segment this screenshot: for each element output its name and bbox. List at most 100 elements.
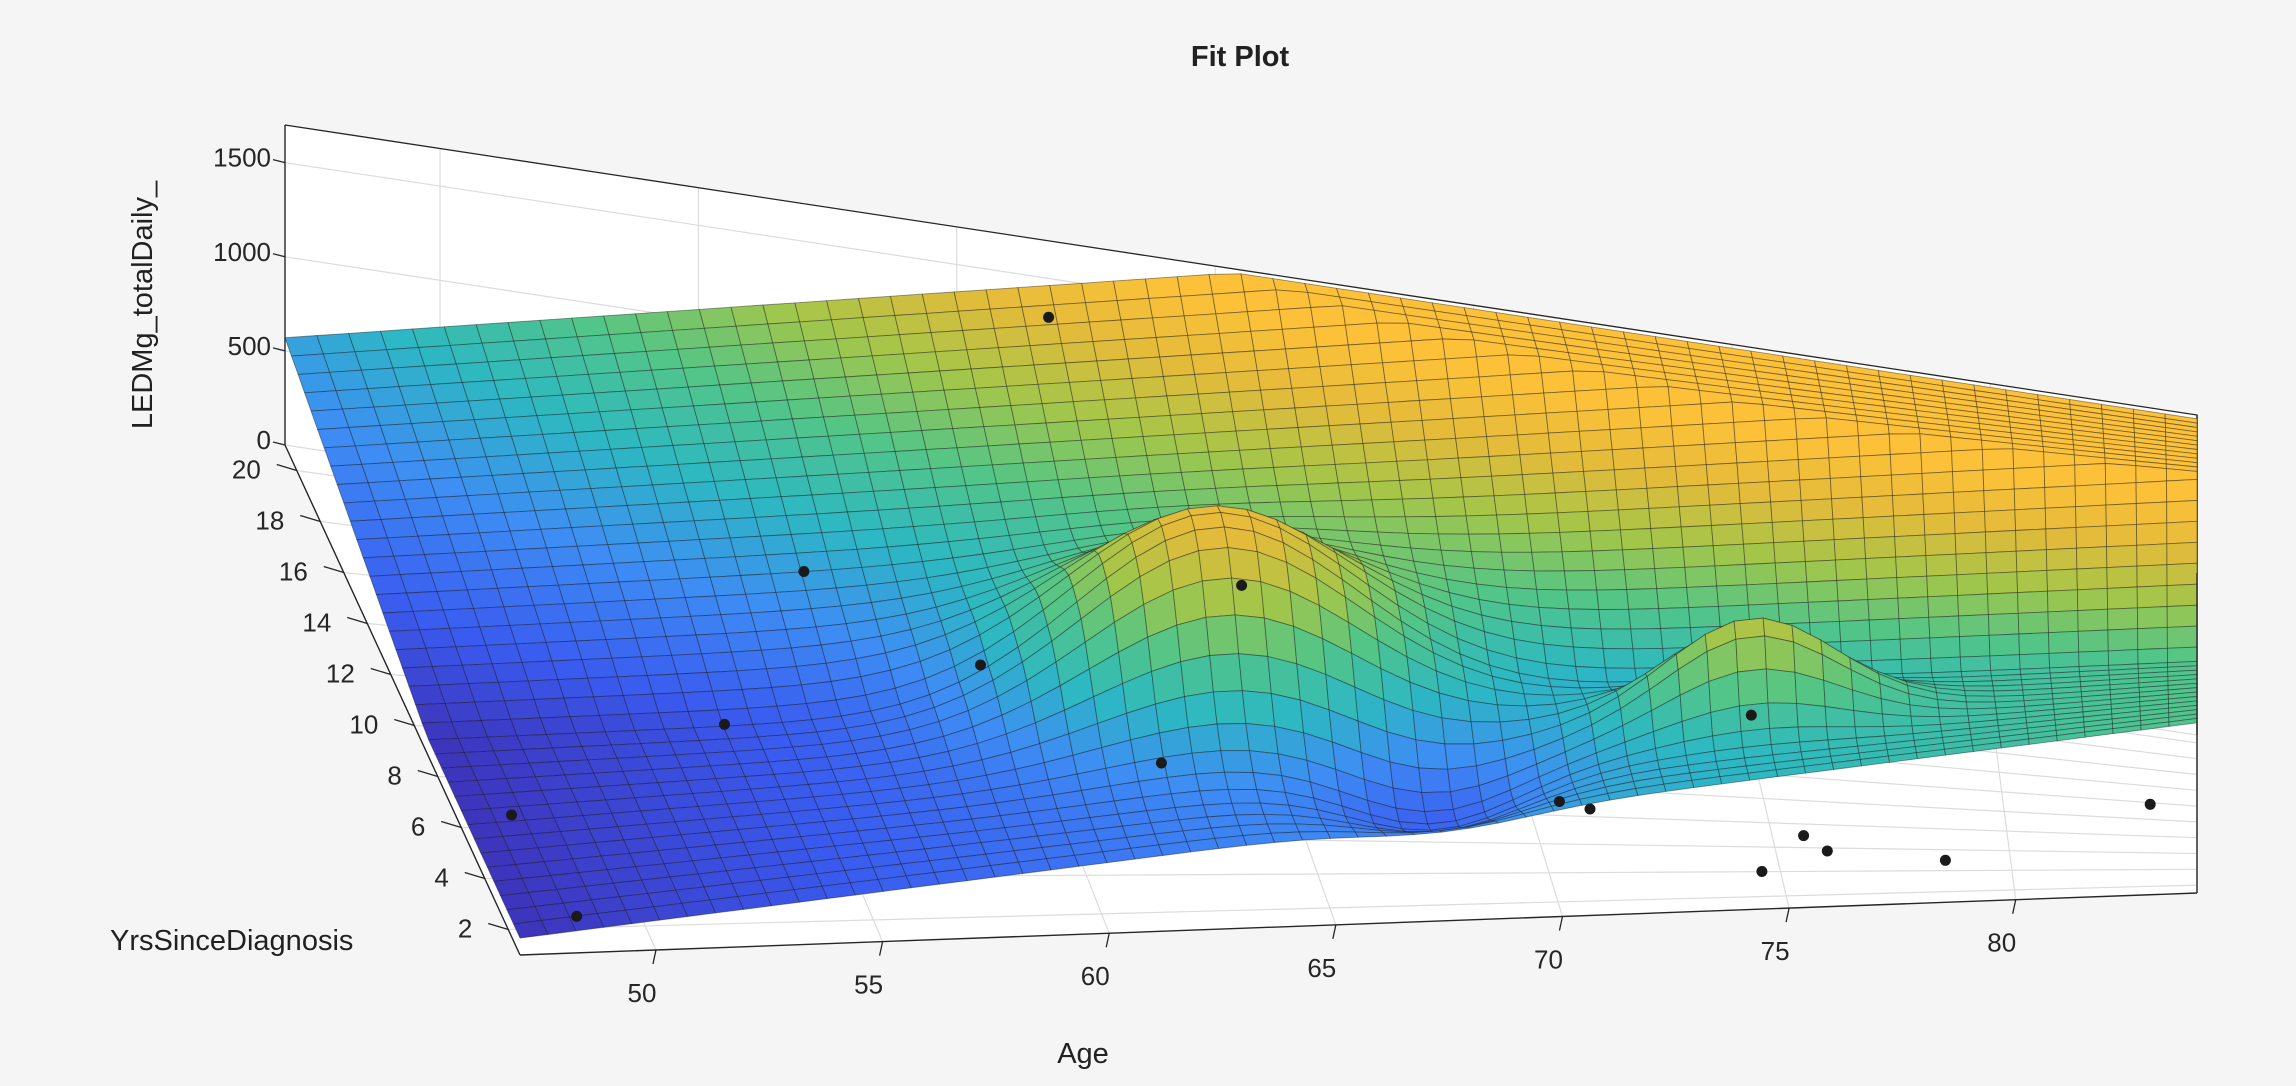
- surface-patch: [926, 310, 964, 334]
- surface-patch: [1736, 460, 1770, 484]
- surface-patch: [2046, 568, 2078, 592]
- surface-patch: [837, 471, 874, 494]
- surface-patch: [1184, 691, 1218, 728]
- surface-patch: [1928, 615, 1960, 639]
- surface-patch: [970, 366, 1008, 389]
- surface-patch: [930, 330, 968, 353]
- surface-patch: [641, 654, 678, 676]
- surface-patch: [996, 481, 1032, 503]
- surface-patch: [1195, 771, 1229, 792]
- y-tick: [464, 871, 485, 880]
- surface-patch: [873, 489, 910, 511]
- surface-patch: [703, 325, 742, 348]
- surface-patch: [1104, 397, 1140, 420]
- surface-patch: [1481, 394, 1516, 418]
- surface-patch: [816, 511, 853, 534]
- surface-patch: [2018, 632, 2050, 656]
- surface-patch: [1190, 352, 1227, 375]
- surface-patch: [1797, 457, 1831, 481]
- surface-patch: [1382, 360, 1418, 384]
- surface-patch: [1704, 442, 1738, 466]
- surface-patch: [1468, 533, 1503, 553]
- surface-patch: [1205, 614, 1240, 656]
- surface-patch: [1328, 423, 1364, 446]
- surface-patch: [1528, 531, 1563, 553]
- surface-patch: [965, 483, 1002, 505]
- surface-patch: [962, 327, 999, 351]
- surface-patch: [2166, 541, 2198, 566]
- surface-patch: [1002, 364, 1039, 387]
- x-tick-label: 80: [1987, 928, 2016, 958]
- surface-patch: [1018, 441, 1055, 464]
- surface-patch: [1310, 305, 1346, 328]
- surface-patch: [2075, 525, 2108, 549]
- surface-patch: [1677, 484, 1711, 508]
- surface-patch: [1956, 572, 1989, 596]
- surface-patch: [1984, 509, 2017, 533]
- surface-patch: [1716, 584, 1749, 607]
- surface-patch: [1951, 448, 1984, 473]
- surface-patch: [943, 387, 981, 410]
- surface-patch: [628, 712, 665, 731]
- surface-patch: [605, 637, 643, 659]
- surface-patch: [1460, 475, 1495, 498]
- surface-patch: [1476, 354, 1511, 378]
- surface-patch: [1737, 668, 1769, 707]
- surface-patch: [1444, 356, 1480, 380]
- surface-patch: [547, 450, 586, 473]
- surface-patch: [1353, 382, 1389, 405]
- surface-patch: [1989, 654, 2021, 671]
- surface-patch: [1225, 370, 1262, 393]
- surface-patch: [418, 344, 457, 367]
- surface-patch: [1253, 348, 1290, 372]
- surface-patch: [417, 439, 456, 461]
- surface-patch: [821, 530, 858, 552]
- surface-patch: [645, 348, 684, 371]
- surface-patch: [2044, 506, 2077, 530]
- surface-patch: [599, 409, 637, 431]
- surface-patch: [673, 557, 711, 580]
- surface-patch: [818, 395, 856, 418]
- surface-patch: [771, 684, 808, 707]
- surface-patch: [801, 454, 839, 477]
- surface-patch: [1343, 516, 1379, 533]
- surface-patch: [770, 456, 808, 479]
- surface-patch: [728, 736, 764, 752]
- surface-patch: [715, 593, 752, 616]
- surface-patch: [1215, 311, 1252, 334]
- surface-patch: [1921, 471, 1954, 495]
- surface-patch: [1150, 471, 1186, 493]
- z-tick-label: 0: [257, 425, 271, 455]
- surface-patch: [736, 668, 773, 690]
- data-point: [1584, 803, 1596, 815]
- surface-patch: [596, 505, 634, 527]
- surface-patch: [1764, 635, 1796, 673]
- surface-patch: [903, 351, 941, 374]
- surface-patch: [831, 566, 868, 589]
- surface-patch: [2017, 590, 2049, 614]
- surface-patch: [1673, 444, 1707, 467]
- floor-gridline: [508, 884, 2198, 931]
- surface-patch: [856, 546, 893, 568]
- surface-patch: [785, 626, 822, 649]
- surface-patch: [599, 618, 637, 641]
- surface-patch: [710, 763, 746, 780]
- surface-patch: [1180, 293, 1217, 317]
- surface-patch: [1900, 657, 1933, 674]
- surface-patch: [1739, 501, 1773, 525]
- surface-patch: [1278, 307, 1315, 330]
- surface-patch: [1276, 483, 1312, 503]
- surface-patch: [1033, 362, 1070, 385]
- surface-patch: [912, 523, 949, 545]
- surface-patch: [2165, 468, 2198, 482]
- surface-patch: [943, 521, 980, 543]
- surface-patch: [1684, 565, 1718, 588]
- surface-patch: [1985, 550, 2018, 574]
- x-axis-label: Age: [1057, 1038, 1109, 1070]
- surface-patch: [1113, 278, 1150, 302]
- y-tick: [300, 514, 321, 523]
- surface-patch: [1832, 517, 1865, 541]
- surface-patch: [1640, 425, 1675, 449]
- surface-patch: [1263, 407, 1299, 430]
- surface-patch: [921, 428, 958, 451]
